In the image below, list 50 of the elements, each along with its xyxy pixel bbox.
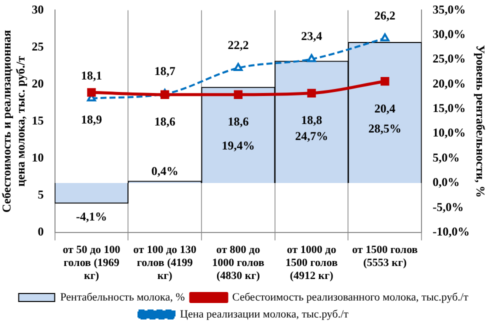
y-tick-label: 5 (38, 187, 44, 202)
y-tick-label: 20 (32, 76, 44, 90)
data-label: 18,6 (228, 114, 249, 129)
point (380, 33, 390, 42)
y2-tick-label: 5,0% (432, 150, 460, 164)
y-tick-label: 30 (32, 2, 44, 16)
data-label: 18,6 (154, 114, 176, 129)
y2-tick-label: 35,0% (432, 2, 466, 16)
data-label: 22,2 (228, 38, 249, 52)
data-label: 0,4% (151, 164, 178, 178)
data-label: 18,7 (154, 64, 176, 78)
data-label: 19,4% (222, 138, 255, 153)
y2-tick-label: 30,0% (432, 26, 466, 41)
y2-tick-label: 10,0% (432, 126, 466, 140)
y2-tick-label: -10,0% (432, 224, 470, 238)
y2-tick-label: 15,0% (432, 101, 466, 116)
data-label: 24,7% (295, 128, 328, 143)
point (87, 88, 96, 97)
point (234, 90, 243, 99)
x-tick-label: от 100 до 130 голов (4199 кг) (133, 244, 197, 282)
data-label: -4,1% (76, 209, 107, 224)
x-tick-label: от 800 до 1000 голов (4830 кг) (212, 244, 264, 282)
data-label: 20,4 (374, 101, 396, 116)
point (380, 76, 390, 86)
y2-tick-label: 20,0% (432, 76, 466, 90)
x-tick-label: от 1000 до 1500 голов (4912 кг) (285, 244, 338, 282)
x-tick-label: от 50 до 100 голов (1969 кг) (62, 244, 121, 282)
y2-tick-label: 25,0% (432, 52, 466, 66)
y2-tick-label: -5,0% (432, 200, 464, 214)
y-tick-label: 0 (38, 224, 44, 238)
y2-axis-title: Уровень рентабельности, % (474, 45, 488, 198)
point (307, 88, 316, 98)
y-tick-label: 10 (32, 150, 44, 164)
data-label: 23,4 (301, 29, 322, 44)
legend-label: Рентабельность молока, % (60, 291, 185, 304)
y-tick-label: 25 (32, 39, 44, 54)
legend-label: Себестоимость реализованного молока, тыс.руб./т (232, 291, 468, 304)
y2-tick-label: 0,0% (432, 175, 460, 190)
data-label: 28,5% (368, 122, 402, 136)
x-tick-label: от 1500 голов (5553 кг) (352, 244, 418, 270)
y-axis-title: Себестоимость и реализационная цена молока, тыс. руб./т (0, 29, 28, 213)
data-label: 18,8 (301, 113, 322, 128)
data-label: 18,9 (80, 112, 102, 127)
data-label: 26,2 (374, 8, 396, 22)
point (307, 54, 316, 62)
y-tick-label: 15 (32, 113, 44, 128)
point (234, 62, 243, 71)
point (160, 90, 170, 99)
data-label: 18,1 (80, 68, 102, 82)
legend-label: Цена реализации молока, тыс.руб./т (180, 308, 349, 320)
